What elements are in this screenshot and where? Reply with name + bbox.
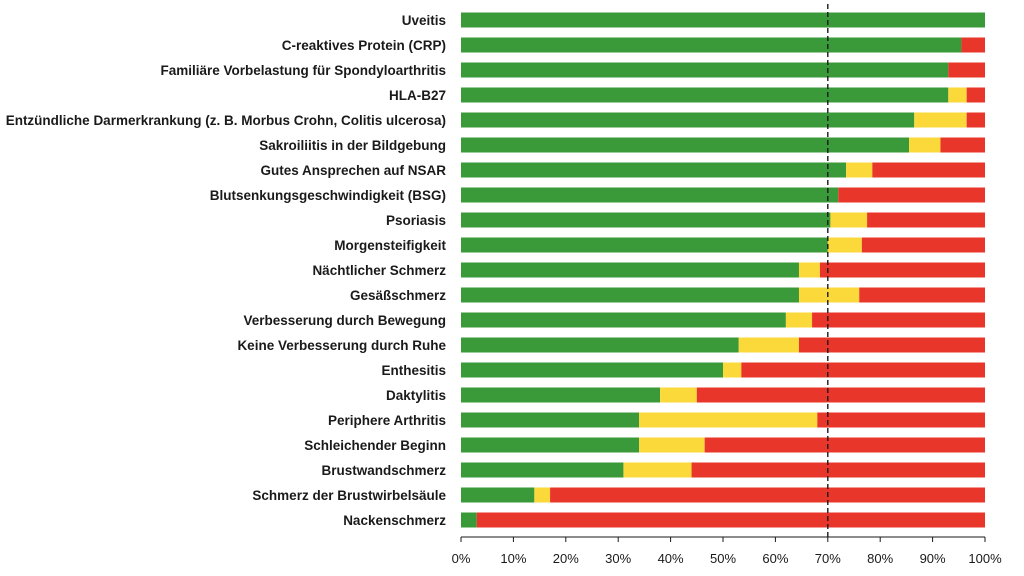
x-tick-label: 80% <box>867 551 893 566</box>
bar-segment <box>461 287 799 303</box>
bar-segment <box>461 437 640 453</box>
category-label: Daktylitis <box>386 388 446 403</box>
bar-segment <box>830 212 868 228</box>
x-tick-label: 60% <box>762 551 788 566</box>
bar-segment <box>741 362 985 378</box>
bar-segment <box>461 162 847 178</box>
bar-segment <box>859 287 985 303</box>
bar-segment <box>461 487 535 503</box>
bar-segment <box>534 487 551 503</box>
bar-segment <box>838 187 985 203</box>
bar-segment <box>461 137 910 153</box>
category-label: Gutes Ansprechen auf NSAR <box>260 163 446 178</box>
bar-segment <box>623 462 692 478</box>
bar-segment <box>723 362 742 378</box>
bar-segment <box>819 262 985 278</box>
category-label: Periphere Arthritis <box>328 413 446 428</box>
bar-segment <box>461 512 477 528</box>
bar-segment <box>798 287 860 303</box>
category-label: Blutsenkungsgeschwindigkeit (BSG) <box>210 188 446 203</box>
x-tick-label: 100% <box>968 551 1002 566</box>
x-tick-label: 70% <box>815 551 841 566</box>
x-tick-label: 0% <box>452 551 471 566</box>
bar-segment <box>461 312 786 328</box>
bar-segment <box>966 112 985 128</box>
bar-segment <box>914 112 967 128</box>
bar-segment <box>798 262 820 278</box>
category-label: Verbesserung durch Bewegung <box>243 313 446 328</box>
bar-segment <box>461 412 640 428</box>
category-label: Brustwandschmerz <box>321 463 446 478</box>
bar-segment <box>550 487 985 503</box>
bar-segment <box>909 137 941 153</box>
bar-segment <box>691 462 985 478</box>
category-label: Gesäßschmerz <box>350 288 446 303</box>
bar-segment <box>476 512 985 528</box>
x-tick-label: 40% <box>658 551 684 566</box>
bar-segment <box>639 437 705 453</box>
bar-segment <box>461 87 949 103</box>
category-label: Uveitis <box>402 13 446 28</box>
bar-segment <box>704 437 985 453</box>
category-label: Sakroiliitis in der Bildgebung <box>259 138 446 153</box>
bar-segment <box>660 387 697 403</box>
bar-segment <box>461 262 799 278</box>
bar-segment <box>461 362 723 378</box>
bar-segment <box>966 87 985 103</box>
bar-segment <box>461 112 915 128</box>
bar-segment <box>867 212 985 228</box>
bar-segment <box>940 137 985 153</box>
bars-group <box>461 12 985 528</box>
bar-segment <box>461 462 624 478</box>
bar-segment <box>461 237 828 253</box>
bar-segment <box>798 337 985 353</box>
bar-segment <box>785 312 813 328</box>
category-label: Schmerz der Brustwirbelsäule <box>252 488 446 503</box>
category-labels-group: Uveitis C-reaktives Protein (CRP) Familiär… <box>6 13 447 528</box>
bar-segment <box>738 337 799 353</box>
x-tick-label: 50% <box>710 551 736 566</box>
category-label: Familiäre Vorbelastung für Spondyloarthr… <box>160 63 446 78</box>
bar-segment <box>461 62 949 78</box>
bar-segment <box>817 412 985 428</box>
x-tick-label: 10% <box>500 551 526 566</box>
bar-segment <box>948 62 985 78</box>
bar-segment <box>812 312 985 328</box>
bar-segment <box>846 162 873 178</box>
category-label: Morgensteifigkeit <box>334 238 446 253</box>
x-tick-label: 30% <box>605 551 631 566</box>
bar-segment <box>461 187 839 203</box>
bar-segment <box>461 337 739 353</box>
bar-segment <box>948 87 967 103</box>
bar-segment <box>461 12 985 28</box>
category-label: Keine Verbesserung durch Ruhe <box>237 338 446 353</box>
bar-segment <box>639 412 818 428</box>
bar-segment <box>696 387 985 403</box>
category-label: C-reaktives Protein (CRP) <box>282 38 446 53</box>
bar-segment <box>861 237 985 253</box>
x-tick-label: 90% <box>920 551 946 566</box>
bar-segment <box>872 162 985 178</box>
x-tick-label: 20% <box>553 551 579 566</box>
category-label: Nächtlicher Schmerz <box>312 263 446 278</box>
bar-segment <box>827 237 862 253</box>
bar-segment <box>961 37 985 53</box>
category-label: Schleichender Beginn <box>304 438 446 453</box>
bar-segment <box>461 387 661 403</box>
category-label: HLA-B27 <box>389 88 446 103</box>
category-label: Enthesitis <box>381 363 446 378</box>
bar-segment <box>461 37 962 53</box>
category-label: Nackenschmerz <box>343 513 446 528</box>
category-label: Entzündliche Darmerkrankung (z. B. Morbu… <box>6 113 446 128</box>
category-label: Psoriasis <box>386 213 446 228</box>
x-ticks-group: 0% 10% 20% 30% 40% 50% 60% 70% 80% 90% 100% <box>452 537 1002 566</box>
bar-segment <box>461 212 831 228</box>
